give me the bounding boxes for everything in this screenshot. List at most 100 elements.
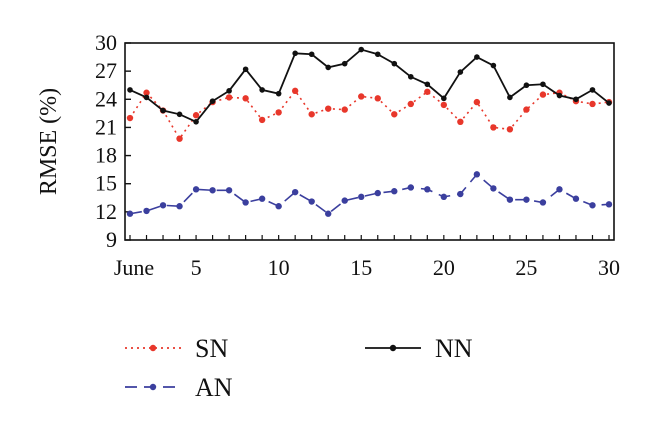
data-point-nn — [160, 107, 166, 114]
data-point-sn — [192, 112, 200, 119]
data-point-sn — [490, 124, 497, 131]
data-point-an — [556, 186, 563, 193]
x-tick-label: 15 — [350, 255, 372, 280]
data-point-sn — [506, 126, 514, 133]
data-point-sn — [539, 91, 547, 98]
y-tick-label: 30 — [95, 30, 117, 55]
data-point-sn — [225, 94, 233, 101]
x-tick-label: 25 — [515, 255, 537, 280]
legend-marker — [389, 344, 397, 352]
data-point-an — [291, 188, 299, 196]
data-point-an — [242, 199, 249, 206]
x-tick-label: 5 — [191, 255, 202, 280]
data-point-sn — [589, 100, 596, 108]
y-tick-label: 21 — [95, 114, 117, 139]
data-point-an — [258, 195, 266, 202]
legend-marker — [149, 383, 157, 391]
x-tick-label: June — [114, 255, 154, 280]
data-point-an — [341, 197, 348, 204]
series-an — [126, 171, 613, 217]
legend-item-nn: NN — [365, 334, 473, 363]
data-point-sn — [258, 116, 266, 124]
data-point-an — [325, 210, 332, 217]
data-point-an — [589, 202, 596, 209]
data-point-nn — [143, 94, 150, 101]
y-tick-label: 24 — [95, 86, 117, 111]
data-point-nn — [391, 60, 398, 67]
data-point-nn — [441, 95, 447, 102]
series-sn — [126, 87, 613, 142]
data-point-nn — [556, 92, 563, 99]
data-point-nn — [474, 54, 480, 60]
data-point-sn — [126, 114, 134, 122]
data-point-sn — [358, 93, 365, 100]
data-point-nn — [226, 88, 232, 94]
y-axis-title: RMSE (%) — [36, 88, 62, 195]
data-point-sn — [523, 106, 530, 113]
series-line-nn — [129, 48, 610, 123]
data-point-nn — [127, 87, 133, 93]
plot-frame — [124, 42, 615, 241]
series-line-an — [129, 173, 610, 215]
legend-marker — [149, 344, 157, 352]
legend-item-an: AN — [125, 373, 233, 402]
data-point-sn — [308, 111, 315, 118]
data-point-an — [126, 210, 134, 217]
data-point-an — [539, 199, 547, 206]
data-point-nn — [507, 94, 513, 101]
data-point-nn — [540, 81, 546, 88]
data-point-nn — [275, 90, 282, 97]
data-point-sn — [424, 88, 431, 95]
data-point-nn — [523, 82, 530, 89]
data-point-nn — [176, 111, 183, 118]
data-point-an — [407, 184, 414, 191]
data-point-sn — [341, 106, 348, 113]
data-point-an — [457, 190, 464, 198]
data-point-nn — [424, 81, 431, 88]
data-point-an — [424, 186, 431, 193]
data-point-an — [440, 193, 448, 201]
data-point-nn — [209, 98, 216, 104]
series-layer — [126, 46, 613, 217]
y-tick-label: 12 — [95, 199, 117, 224]
x-tick-label: 20 — [433, 255, 455, 280]
axes: 9 12 15 18 21 24 27 30 June 5 10 15 20 25 30 RMSE (%) — [36, 30, 620, 280]
data-point-nn — [259, 87, 265, 93]
data-point-an — [605, 201, 613, 208]
data-point-an — [572, 195, 580, 202]
data-point-nn — [490, 62, 497, 69]
data-point-sn — [473, 98, 481, 106]
data-point-an — [473, 171, 481, 178]
data-point-an — [506, 196, 514, 203]
legend-item-sn: SN — [125, 334, 228, 363]
x-tick-label: 10 — [268, 255, 290, 280]
data-point-sn — [242, 95, 249, 102]
data-point-sn — [391, 111, 398, 118]
data-point-an — [159, 202, 167, 209]
data-point-sn — [374, 95, 381, 102]
legend-label: SN — [195, 334, 228, 363]
data-point-sn — [407, 100, 414, 108]
data-point-sn — [457, 118, 464, 126]
data-point-nn — [193, 119, 199, 125]
data-point-an — [523, 196, 530, 203]
data-point-sn — [291, 87, 299, 95]
data-point-nn — [341, 60, 348, 67]
y-tick-label: 9 — [106, 227, 117, 252]
y-tick-label: 27 — [95, 58, 117, 83]
legend-label: NN — [435, 334, 473, 363]
data-point-an — [225, 187, 233, 194]
data-point-an — [358, 193, 365, 201]
data-point-sn — [143, 89, 150, 96]
y-tick-label: 18 — [95, 143, 117, 168]
data-point-an — [490, 185, 497, 192]
data-point-nn — [358, 46, 365, 53]
y-tick-label: 15 — [95, 171, 117, 196]
data-point-an — [275, 203, 282, 210]
data-point-nn — [374, 51, 381, 58]
legend: SN AN NN — [125, 334, 473, 402]
data-point-nn — [325, 64, 332, 71]
data-point-an — [308, 198, 315, 205]
data-point-sn — [275, 109, 282, 116]
